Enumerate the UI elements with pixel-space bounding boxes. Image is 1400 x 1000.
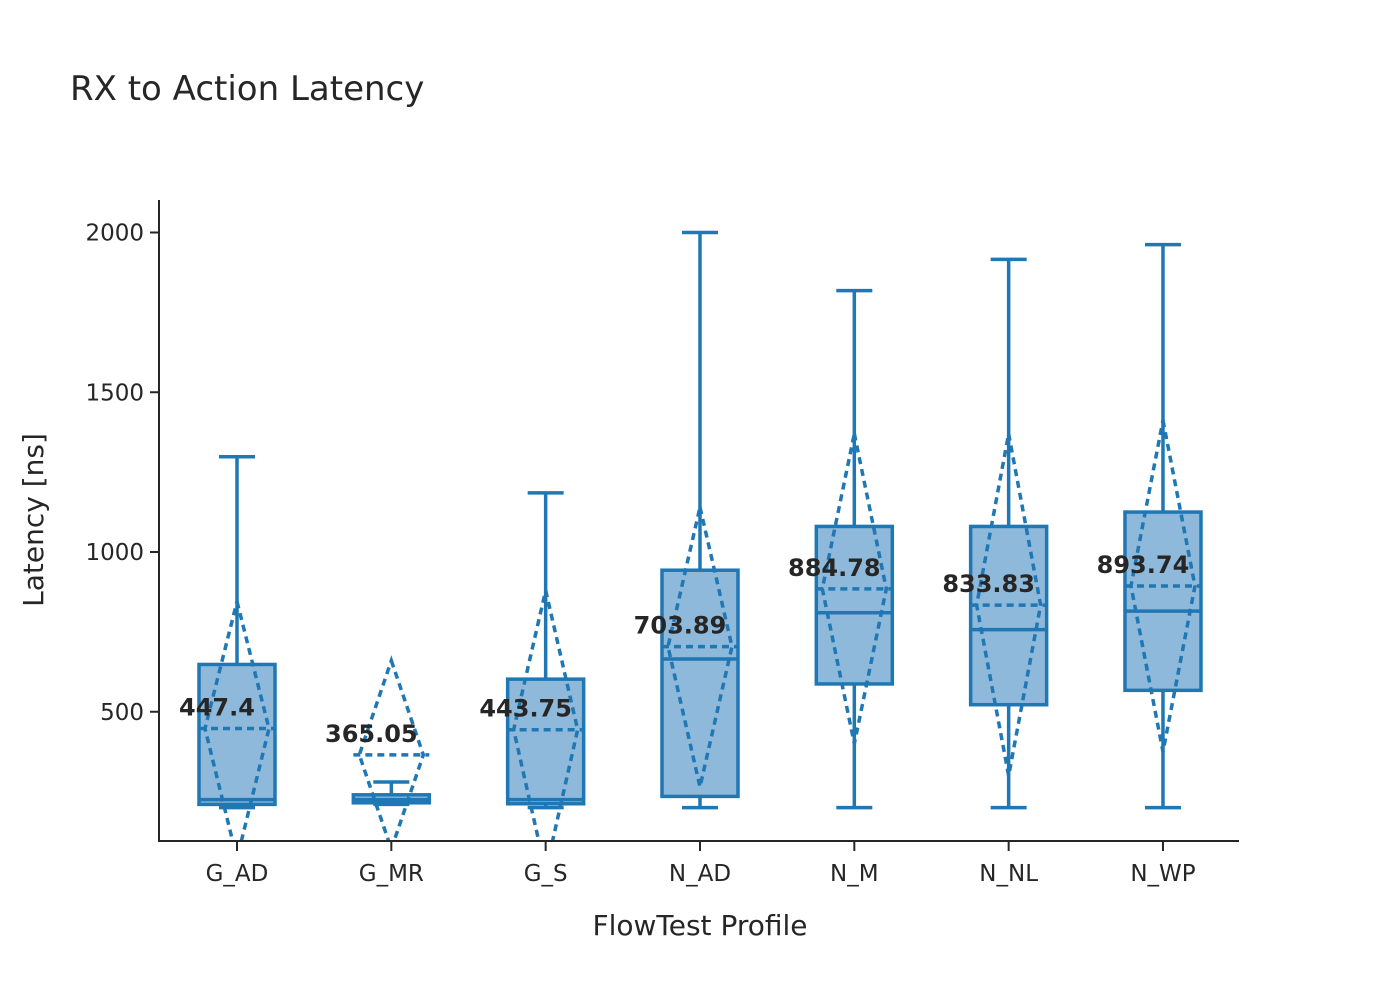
y-tick-label: 1000 (85, 540, 144, 566)
x-tick-label: N_AD (669, 861, 731, 887)
iqr-box (1123, 510, 1203, 693)
std-dev-diamond (1129, 420, 1197, 753)
mean-value-label: 893.74 (1097, 551, 1190, 579)
mean-value-label: 884.78 (788, 554, 881, 582)
x-tick-label: G_MR (359, 861, 424, 887)
iqr-box (660, 568, 740, 799)
x-ticks: G_AD G_MR G_S N_AD N_M N_NL N_WP (206, 841, 1196, 887)
box-group-g-s (505, 491, 586, 840)
x-tick-label: G_AD (206, 861, 269, 887)
x-tick-label: G_S (524, 861, 568, 887)
iqr-box (197, 662, 277, 807)
y-axis-label: Latency [ns] (17, 433, 50, 607)
mean-value-label: 703.89 (634, 612, 727, 640)
x-axis-label: FlowTest Profile (592, 909, 807, 942)
box-group-n-nl (968, 257, 1049, 810)
std-dev-diamond (820, 433, 889, 745)
x-tick-label: N_NL (979, 861, 1038, 887)
mean-value-label: 365.05 (325, 720, 418, 748)
y-tick-label: 1500 (85, 380, 144, 406)
y-ticks: 500 1000 1500 2000 (85, 221, 159, 726)
y-tick-label: 2000 (85, 221, 144, 247)
mean-value-label: 447.4 (179, 694, 255, 722)
std-dev-diamond (974, 433, 1043, 776)
iqr-box (968, 524, 1049, 707)
mean-value-label: 833.83 (942, 570, 1035, 598)
std-dev-diamond (511, 589, 580, 840)
mean-value-label: 443.75 (479, 695, 572, 723)
chart-title: RX to Action Latency (70, 69, 424, 109)
iqr-box (814, 524, 895, 686)
box-group-n-m (814, 288, 895, 810)
box-group-g-ad (197, 455, 277, 840)
y-tick-label: 500 (100, 700, 144, 726)
boxes-layer (197, 230, 1203, 840)
x-tick-label: N_M (830, 861, 879, 887)
box-group-g-mr (351, 655, 432, 840)
box-group-n-wp (1123, 242, 1203, 810)
std-dev-diamond (357, 655, 426, 840)
x-tick-label: N_WP (1130, 861, 1195, 887)
mean-labels-layer: 447.4 365.05 443.75 703.89 884.78 833.83 893.7… (179, 551, 1189, 748)
box-group-n-ad (660, 230, 740, 810)
std-dev-diamond (203, 601, 271, 840)
